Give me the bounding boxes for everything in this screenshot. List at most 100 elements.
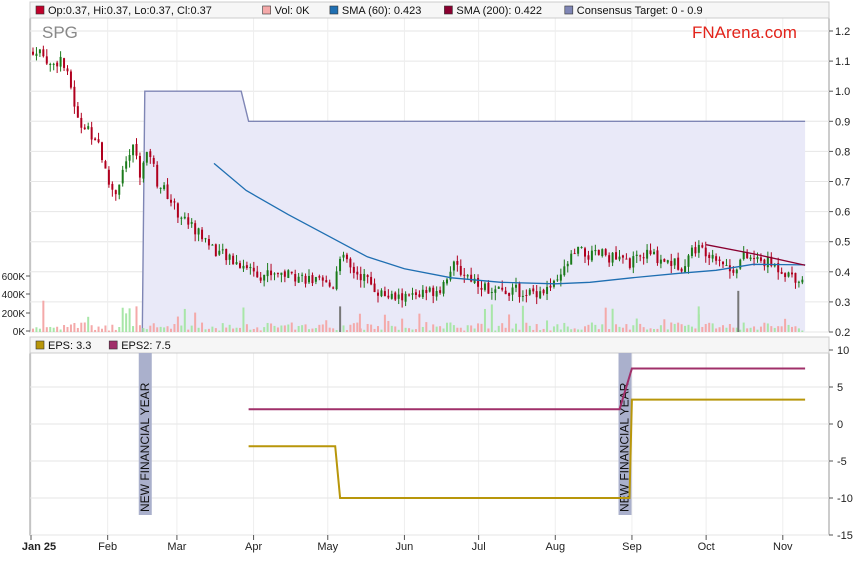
candle-body	[577, 246, 580, 254]
candle-body	[280, 272, 283, 275]
volume-bar	[570, 329, 573, 332]
volume-bar	[718, 327, 721, 332]
candle-body	[142, 162, 145, 179]
candle-body	[314, 276, 317, 282]
candle-body	[252, 267, 255, 272]
candle-body	[563, 266, 566, 276]
volume-bar	[777, 326, 780, 332]
volume-bar	[501, 323, 504, 332]
candle-body	[777, 263, 780, 273]
candle-body	[791, 272, 793, 275]
candle-body	[628, 258, 631, 268]
candle-body	[352, 266, 355, 273]
candle-body	[470, 274, 473, 282]
candle-body	[742, 251, 745, 260]
volume-bar	[73, 323, 76, 332]
volume-bar	[76, 327, 79, 332]
volume-bar	[508, 314, 511, 332]
candle-body	[63, 58, 66, 68]
legend-label: Consensus Target: 0 - 0.9	[577, 5, 703, 17]
financial-year-markers: NEW FINANCIAL YEAR NEW FINANCIAL YEAR	[138, 353, 632, 515]
candle-body	[739, 259, 742, 269]
legend-label: EPS2: 7.5	[121, 340, 171, 352]
volume-bar	[473, 328, 476, 332]
volume-bar	[56, 326, 59, 332]
price-tick-label: 0.4	[835, 267, 850, 279]
candle-body	[90, 127, 93, 140]
candle-body	[735, 269, 738, 274]
candle-body	[390, 293, 393, 299]
candle-body	[301, 274, 304, 276]
volume-bar	[684, 325, 687, 332]
volume-bar	[518, 329, 521, 332]
candle-body	[363, 273, 366, 281]
candle-body	[66, 68, 69, 72]
candle-body	[345, 254, 348, 260]
candle-body	[87, 126, 90, 129]
candle-body	[387, 295, 390, 298]
candle-body	[163, 185, 166, 190]
candle-body	[373, 283, 376, 293]
candle-body	[680, 268, 683, 272]
candle-body	[239, 263, 241, 268]
candle-body	[80, 117, 83, 128]
candle-body	[584, 248, 586, 257]
candle-body	[401, 293, 404, 301]
candle-body	[370, 276, 373, 285]
candle-body	[666, 260, 669, 263]
volume-bar	[642, 327, 645, 332]
legend-label: Op:0.37, Hi:0.37, Lo:0.37, Cl:0.37	[48, 5, 212, 17]
eps-tick-label: 5	[837, 382, 843, 394]
candle-body	[276, 273, 279, 275]
volume-bar	[549, 330, 552, 332]
volume-bar	[156, 327, 159, 332]
price-tick-label: 0.8	[835, 146, 850, 158]
candle-body	[625, 258, 628, 260]
candle-body	[477, 277, 480, 287]
volume-bar	[608, 329, 611, 332]
legend-bar-bottom	[29, 336, 830, 354]
price-tick-label: 0.2	[835, 327, 850, 339]
volume-bar	[677, 322, 680, 332]
candle-body	[221, 249, 224, 251]
volume-bar	[69, 324, 72, 332]
candle-body	[449, 271, 452, 280]
volume-bar	[521, 305, 524, 332]
candle-body	[439, 290, 442, 293]
volume-bar	[321, 324, 324, 332]
candle-body	[249, 266, 252, 269]
volume-bar	[456, 327, 459, 332]
volume-bar	[97, 326, 100, 332]
volume-bar	[756, 329, 759, 332]
price-tick-label: 0.5	[835, 237, 850, 249]
volume-bar	[397, 329, 400, 332]
candle-body	[73, 86, 76, 107]
candle-body	[521, 295, 524, 297]
volume-bar	[739, 329, 742, 332]
price-tick-label: 1.2	[835, 26, 850, 38]
date-tick-label: May	[317, 541, 338, 553]
volume-bar	[383, 314, 386, 332]
volume-bar	[80, 322, 83, 332]
volume-bar	[252, 328, 255, 332]
candle-body	[183, 216, 186, 219]
candle-body	[408, 294, 411, 296]
candle-body	[787, 272, 790, 277]
volume-bar	[615, 324, 618, 332]
candle-body	[670, 260, 673, 266]
financial-year-label: NEW FINANCIAL YEAR	[138, 382, 152, 512]
volume-bar	[145, 329, 148, 332]
candle-body	[456, 260, 459, 265]
volume-bar	[159, 326, 162, 332]
candle-body	[718, 259, 721, 261]
volume-bar	[439, 326, 442, 332]
volume-bar	[138, 325, 141, 332]
volume-bar	[708, 322, 711, 332]
volume-bar	[737, 290, 740, 332]
candle-body	[59, 56, 62, 67]
volume-bar	[556, 324, 559, 332]
candle-body	[632, 256, 635, 268]
candle-body	[656, 250, 659, 264]
candle-body	[749, 257, 752, 260]
candle-body	[635, 254, 638, 256]
